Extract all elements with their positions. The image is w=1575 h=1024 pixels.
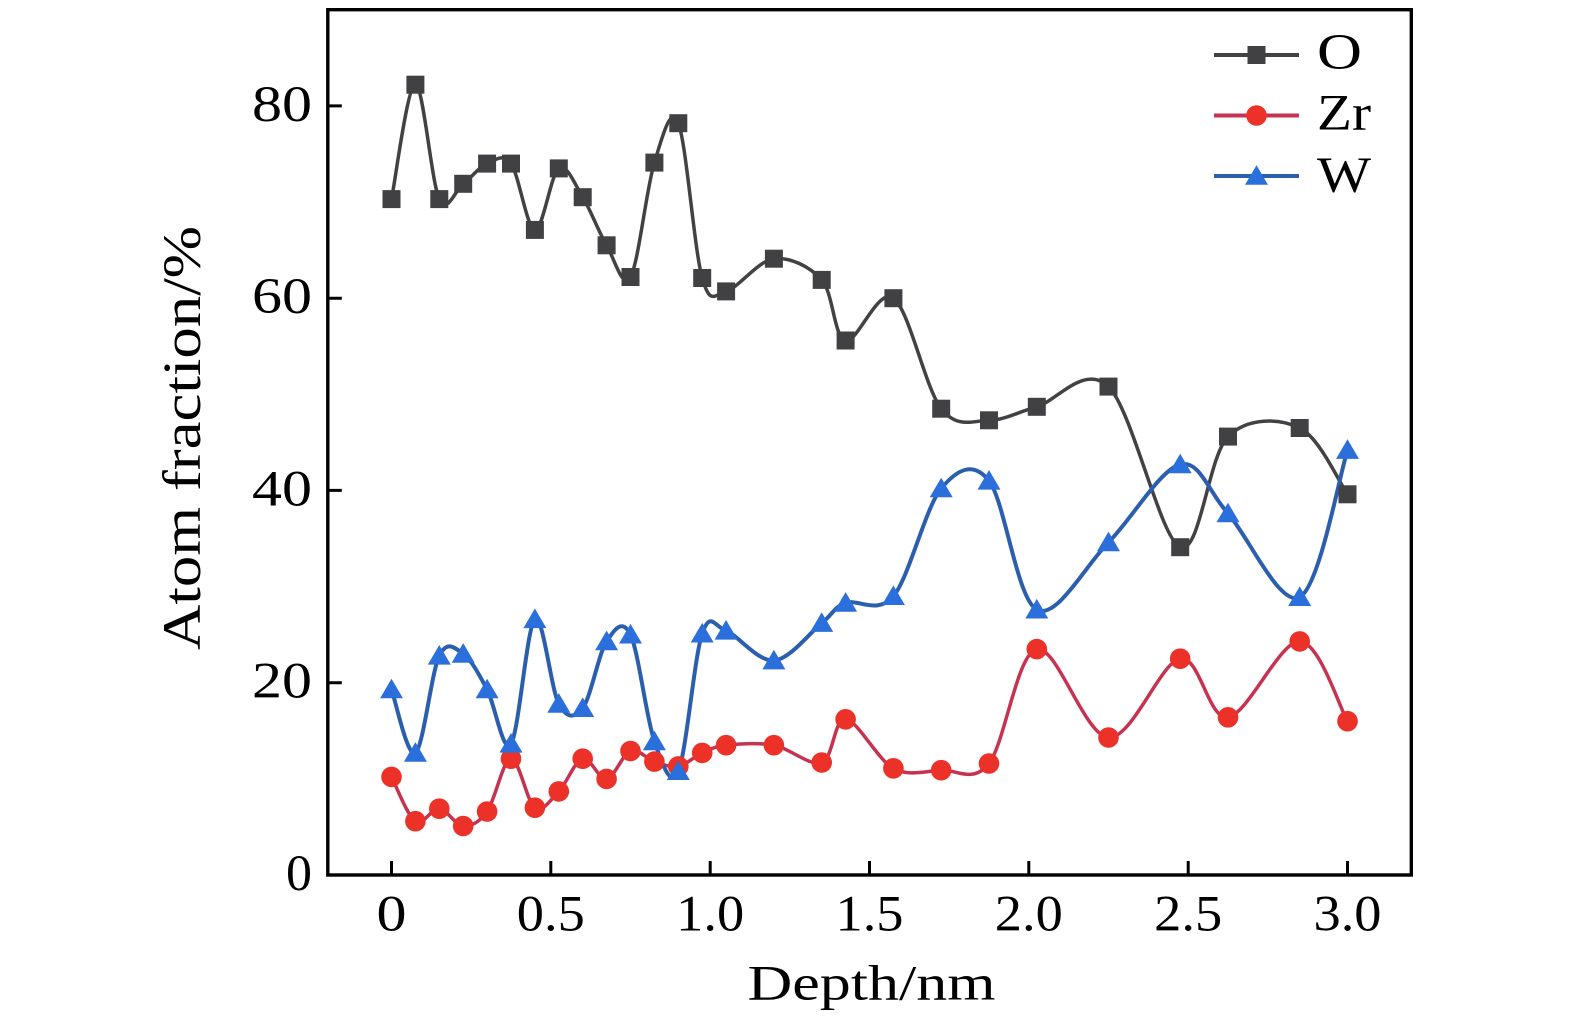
svg-text:0: 0 bbox=[286, 846, 312, 902]
svg-text:O: O bbox=[1317, 25, 1362, 81]
svg-text:2.5: 2.5 bbox=[1154, 887, 1222, 943]
svg-text:W: W bbox=[1317, 148, 1372, 204]
svg-text:2.0: 2.0 bbox=[995, 887, 1063, 943]
svg-text:Zr: Zr bbox=[1317, 86, 1371, 142]
svg-text:1.5: 1.5 bbox=[836, 887, 904, 943]
svg-text:0: 0 bbox=[377, 887, 407, 943]
svg-text:80: 80 bbox=[252, 77, 312, 133]
svg-text:1.0: 1.0 bbox=[676, 887, 744, 943]
svg-text:60: 60 bbox=[252, 269, 312, 325]
svg-text:Atom fraction/%: Atom fraction/% bbox=[152, 226, 212, 650]
svg-text:Depth/nm: Depth/nm bbox=[748, 955, 996, 1011]
svg-text:0.5: 0.5 bbox=[517, 887, 585, 943]
svg-text:3.0: 3.0 bbox=[1314, 887, 1382, 943]
svg-text:40: 40 bbox=[252, 461, 312, 517]
svg-text:20: 20 bbox=[252, 654, 312, 710]
